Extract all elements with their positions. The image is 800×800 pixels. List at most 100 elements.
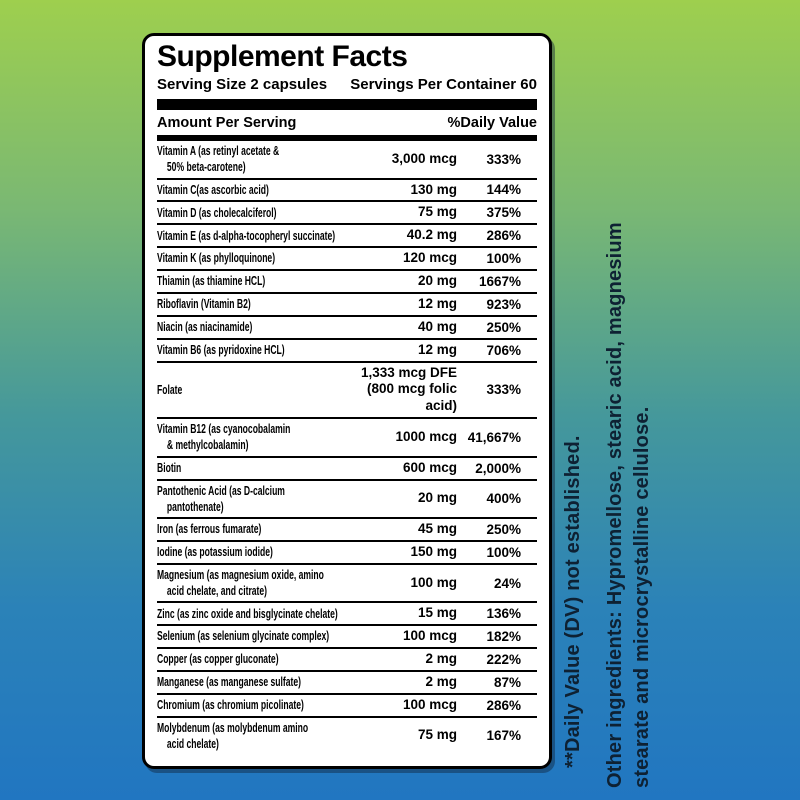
nutrient-daily-value: 41,667% xyxy=(467,429,521,445)
nutrient-name: Selenium (as selenium glycinate complex) xyxy=(157,628,353,644)
nutrient-daily-value: 923% xyxy=(486,296,521,312)
nutrient-amount: 120 mcg xyxy=(402,250,457,266)
nutrient-amount: 1000 mcg xyxy=(395,428,457,444)
nutrient-daily-value: 100% xyxy=(486,544,521,560)
nutrient-amount: 100 mcg xyxy=(402,696,457,712)
nutrient-daily-value: 144% xyxy=(486,182,521,198)
nutrient-daily-value: 24% xyxy=(493,575,521,591)
nutrient-daily-value: 375% xyxy=(486,205,521,221)
nutrient-name: Vitamin A (as retinyl acetate & 50% beta… xyxy=(157,143,353,176)
nutrient-name: Vitamin B12 (as cyanocobalamin & methylc… xyxy=(157,421,353,454)
nutrient-daily-value: 100% xyxy=(486,251,521,267)
nutrient-name: Biotin xyxy=(157,460,353,476)
nutrient-amount: 40.2 mg xyxy=(406,227,457,243)
table-row: Pantothenic Acid (as D-calcium pantothen… xyxy=(157,481,537,519)
table-row: Vitamin E (as d-alpha-tocopheryl succina… xyxy=(157,225,537,249)
nutrient-name: Molybdenum (as molybdenum amino acid che… xyxy=(157,720,353,753)
nutrient-table: Vitamin A (as retinyl acetate & 50% beta… xyxy=(157,141,537,754)
nutrient-amount: 15 mg xyxy=(417,605,457,621)
nutrient-daily-value: 250% xyxy=(486,521,521,537)
nutrient-amount: 40 mg xyxy=(417,318,457,334)
table-row: Copper (as copper gluconate) 2 mg 222% xyxy=(157,649,537,672)
nutrient-daily-value: 222% xyxy=(486,651,521,667)
nutrient-daily-value: 400% xyxy=(486,491,521,507)
nutrient-amount: 20 mg xyxy=(417,273,457,288)
nutrient-amount: 12 mg xyxy=(417,341,457,357)
nutrient-daily-value: 167% xyxy=(486,728,521,744)
nutrient-name-text: Pantothenic Acid (as D-calcium pantothen… xyxy=(157,482,285,514)
nutrient-amount: 600 mcg xyxy=(402,459,457,475)
nutrient-name-text: Vitamin E (as d-alpha-tocopheryl succina… xyxy=(157,227,336,243)
divider-thick xyxy=(157,99,537,110)
nutrient-name: Vitamin C(as ascorbic acid) xyxy=(157,182,353,198)
nutrient-amount: 150 mg xyxy=(410,543,457,559)
nutrient-name-text: Molybdenum (as molybdenum amino acid che… xyxy=(157,719,309,751)
nutrient-amount: 45 mg xyxy=(417,521,457,536)
table-row: Vitamin D (as cholecalciferol) 75 mg 375… xyxy=(157,202,537,226)
table-row: Vitamin K (as phylloquinone) 120 mcg 100… xyxy=(157,248,537,271)
nutrient-amount: 75 mg xyxy=(417,204,457,220)
nutrient-name: Magnesium (as magnesium oxide, amino aci… xyxy=(157,567,353,600)
table-row: Vitamin B6 (as pyridoxine HCL) 12 mg 706… xyxy=(157,340,537,363)
supplement-facts-panel: Supplement Facts Serving Size 2 capsules… xyxy=(142,33,552,769)
nutrient-name-text: Copper (as copper gluconate) xyxy=(157,651,279,667)
table-row: Chromium (as chromium picolinate) 100 mc… xyxy=(157,695,537,718)
nutrient-amount: 130 mg xyxy=(410,181,457,197)
nutrient-name-text: Selenium (as selenium glycinate complex) xyxy=(157,628,330,644)
nutrient-amount: 100 mg xyxy=(410,574,457,590)
nutrient-name-text: Vitamin B6 (as pyridoxine HCL) xyxy=(157,341,285,357)
table-row: Folate 1,333 mcg DFE (800 mcg folic acid… xyxy=(157,363,537,420)
table-row: Zinc (as zinc oxide and bisglycinate che… xyxy=(157,603,537,627)
table-row: Biotin 600 mcg 2,000% xyxy=(157,458,537,481)
serving-info-row: Serving Size 2 capsules Servings Per Con… xyxy=(157,73,537,99)
table-row: Niacin (as niacinamide) 40 mg 250% xyxy=(157,317,537,340)
nutrient-name-text: Vitamin D (as cholecalciferol) xyxy=(157,204,277,220)
divider-medium xyxy=(157,135,537,141)
nutrient-amount: 12 mg xyxy=(417,295,457,311)
table-row: Riboflavin (Vitamin B2) 12 mg 923% xyxy=(157,294,537,317)
servings-per-container-text: Servings Per Container 60 xyxy=(350,76,537,93)
nutrient-name-text: Manganese (as manganese sulfate) xyxy=(157,674,302,690)
nutrient-daily-value: 182% xyxy=(486,629,521,645)
serving-size-text: Serving Size 2 capsules xyxy=(157,76,328,93)
table-row: Vitamin B12 (as cyanocobalamin & methylc… xyxy=(157,419,537,458)
column-header-daily-value: %Daily Value xyxy=(447,115,537,131)
nutrient-daily-value: 333% xyxy=(486,151,521,167)
table-row: Molybdenum (as molybdenum amino acid che… xyxy=(157,718,537,755)
nutrient-name-text: Magnesium (as magnesium oxide, amino aci… xyxy=(157,566,324,598)
nutrient-daily-value: 286% xyxy=(486,697,521,713)
nutrient-name-text: Thiamin (as thiamine HCL) xyxy=(157,273,266,289)
table-header-row: Amount Per Serving %Daily Value xyxy=(157,110,537,135)
nutrient-daily-value: 333% xyxy=(486,382,521,398)
other-ingredients-note: Other ingredients: Hypromellose, stearic… xyxy=(604,222,653,788)
nutrient-name: Vitamin E (as d-alpha-tocopheryl succina… xyxy=(157,228,353,244)
nutrient-amount: 2 mg xyxy=(425,651,457,666)
nutrient-amount: 20 mg xyxy=(417,490,457,506)
nutrient-daily-value: 87% xyxy=(493,674,521,690)
nutrient-amount: 2 mg xyxy=(425,673,457,689)
table-row: Selenium (as selenium glycinate complex)… xyxy=(157,626,537,649)
table-row: Vitamin C(as ascorbic acid) 130 mg 144% xyxy=(157,180,537,203)
daily-value-footnote: **Daily Value (DV) not established. xyxy=(562,435,584,768)
nutrient-name: Riboflavin (Vitamin B2) xyxy=(157,296,353,312)
nutrient-name-text: Vitamin C(as ascorbic acid) xyxy=(157,181,269,197)
nutrient-name: Iodine (as potassium iodide) xyxy=(157,544,353,560)
nutrient-name-text: Iron (as ferrous fumarate) xyxy=(157,521,262,537)
nutrient-name: Thiamin (as thiamine HCL) xyxy=(157,273,353,289)
nutrient-amount: 75 mg xyxy=(417,727,457,743)
nutrient-name-text: Vitamin K (as phylloquinone) xyxy=(157,250,276,266)
table-row: Thiamin (as thiamine HCL) 20 mg 1667% xyxy=(157,271,537,294)
table-row: Iodine (as potassium iodide) 150 mg 100% xyxy=(157,542,537,565)
column-header-amount-per-serving: Amount Per Serving xyxy=(157,115,297,131)
nutrient-name: Vitamin B6 (as pyridoxine HCL) xyxy=(157,342,353,358)
nutrient-daily-value: 1667% xyxy=(478,273,521,289)
nutrient-name: Zinc (as zinc oxide and bisglycinate che… xyxy=(157,606,353,622)
nutrient-daily-value: 2,000% xyxy=(475,460,521,476)
nutrient-amount: 3,000 mcg xyxy=(391,150,457,166)
table-row: Iron (as ferrous fumarate) 45 mg 250% xyxy=(157,519,537,542)
nutrient-name-text: Riboflavin (Vitamin B2) xyxy=(157,296,251,312)
nutrient-name-text: Vitamin B12 (as cyanocobalamin & methylc… xyxy=(157,421,291,453)
nutrient-name: Pantothenic Acid (as D-calcium pantothen… xyxy=(157,483,353,516)
nutrient-name: Niacin (as niacinamide) xyxy=(157,319,353,335)
